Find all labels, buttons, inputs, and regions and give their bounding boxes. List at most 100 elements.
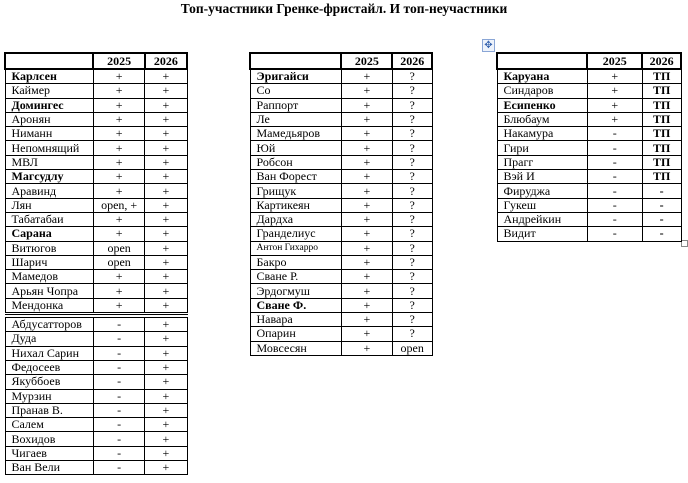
status-2025: - xyxy=(92,317,146,333)
player-name: Гири xyxy=(496,140,588,156)
status-2026: + xyxy=(144,388,188,404)
table-row: Салем - + xyxy=(4,417,188,433)
table-row: Сарана + + xyxy=(4,226,188,242)
player-name: Мурзин xyxy=(4,388,94,404)
status-2026: ? xyxy=(391,226,433,242)
status-2025: - xyxy=(586,169,643,185)
status-2025: - xyxy=(92,345,146,361)
status-2026: ? xyxy=(391,126,433,142)
status-2026: + xyxy=(144,68,188,85)
player-name: Федосеев xyxy=(4,359,94,376)
status-2025: + xyxy=(92,97,146,113)
status-2025: + xyxy=(340,154,393,171)
table-row: Аравинд + + xyxy=(4,183,188,199)
status-2026: ? xyxy=(391,254,433,271)
player-name: МВЛ xyxy=(4,154,94,171)
player-name: Дуда xyxy=(4,331,94,347)
player-name: Нихал Сарин xyxy=(4,345,94,361)
table-row: Бакро +? xyxy=(249,254,433,271)
table-row: Опарин +? xyxy=(249,326,433,342)
player-name: Навара xyxy=(249,312,342,328)
table-resize-handle-icon[interactable] xyxy=(681,240,688,247)
status-2026: ? xyxy=(391,283,433,299)
status-2026: + xyxy=(144,140,188,156)
status-2025: + xyxy=(92,126,146,142)
status-2026: ТП xyxy=(641,97,682,113)
table-row: Андрейкин - - xyxy=(496,211,682,228)
header-row: 2025 2026 xyxy=(495,52,682,70)
status-2026: + xyxy=(144,154,188,171)
player-name: Аравинд xyxy=(4,183,94,199)
header-row: 2025 2026 xyxy=(3,52,189,70)
status-2026: - xyxy=(641,211,682,228)
table-row: Накамура - ТП xyxy=(496,126,682,142)
table-row: Видит - - xyxy=(496,226,682,242)
table-row: Робсон +? xyxy=(249,154,433,171)
status-2025: + xyxy=(92,111,146,128)
player-name: Робсон xyxy=(249,154,342,171)
status-2026: + xyxy=(144,283,188,299)
header-2026: 2026 xyxy=(641,52,682,70)
table-row: Магсудлу + + xyxy=(4,169,188,185)
table-row: Навара +? xyxy=(249,312,433,328)
player-name: Сарана xyxy=(4,226,94,242)
table-row: Мамедьяров +? xyxy=(249,126,433,142)
table-row: Есипенко + ТП xyxy=(496,97,682,113)
status-2026: ТП xyxy=(641,140,682,156)
status-2026: ? xyxy=(391,83,433,99)
table-row: Ниманн + + xyxy=(4,126,188,142)
status-2026: + xyxy=(144,183,188,199)
status-2025: - xyxy=(92,402,146,419)
player-name: Вохидов xyxy=(4,431,94,447)
status-2026: + xyxy=(144,126,188,142)
status-2026: ? xyxy=(391,240,433,256)
player-name: Мамедьяров xyxy=(249,126,342,142)
table-row: Арьян Чопра + + xyxy=(4,283,188,299)
status-2025: + xyxy=(340,340,393,356)
status-2026: ТП xyxy=(641,169,682,185)
table-row: Витюгов open + xyxy=(4,240,188,256)
player-name: Салем xyxy=(4,417,94,433)
table-row: Гранделиус +? xyxy=(249,226,433,242)
status-2025: + xyxy=(340,269,393,285)
status-2026: ТП xyxy=(641,83,682,99)
player-name: Мендонка xyxy=(4,297,94,315)
status-2025: + xyxy=(92,283,146,299)
table-row: Якуббоев - + xyxy=(4,374,188,390)
status-2025: - xyxy=(92,431,146,447)
table-row: Карлсен + + xyxy=(4,68,188,85)
status-2025: - xyxy=(586,154,643,171)
status-2025: + xyxy=(340,312,393,328)
table-row: Раппорт +? xyxy=(249,97,433,113)
header-2026: 2026 xyxy=(143,52,189,70)
status-2026: + xyxy=(144,226,188,242)
status-2026: ТП xyxy=(641,68,682,85)
table-row: Нихал Сарин - + xyxy=(4,345,188,361)
status-2026: + xyxy=(144,359,188,376)
player-name: Вэй И xyxy=(496,169,588,185)
table-row: Блюбаум + ТП xyxy=(496,111,682,128)
header-2025: 2025 xyxy=(92,52,146,70)
table-row: Дуда - + xyxy=(4,331,188,347)
status-2025: + xyxy=(340,83,393,99)
player-name: Есипенко xyxy=(496,97,588,113)
status-2026: ? xyxy=(391,312,433,328)
status-2025: - xyxy=(586,183,643,199)
status-2025: + xyxy=(340,254,393,271)
table-row: МВЛ + + xyxy=(4,154,188,171)
player-name: Эрдогмуш xyxy=(249,283,342,299)
status-2026: - xyxy=(641,197,682,213)
status-2025: + xyxy=(340,111,393,128)
player-name: Видит xyxy=(496,226,588,242)
table-move-handle-icon[interactable]: ✥ xyxy=(482,39,495,52)
status-2025: + xyxy=(340,297,393,314)
table-row: Федосеев - + xyxy=(4,359,188,376)
status-2026: + xyxy=(144,317,188,333)
player-name: Раппорт xyxy=(249,97,342,113)
participants-table: 2025 2026 Карлсен + + Каймер + + Домингес + + Ароня… xyxy=(3,52,189,476)
status-2025: - xyxy=(92,359,146,376)
status-2026: + xyxy=(144,83,188,99)
status-2025: + xyxy=(340,126,393,142)
header-row: 2025 2026 xyxy=(248,52,433,70)
player-name: Антон Гихарро xyxy=(249,240,342,256)
